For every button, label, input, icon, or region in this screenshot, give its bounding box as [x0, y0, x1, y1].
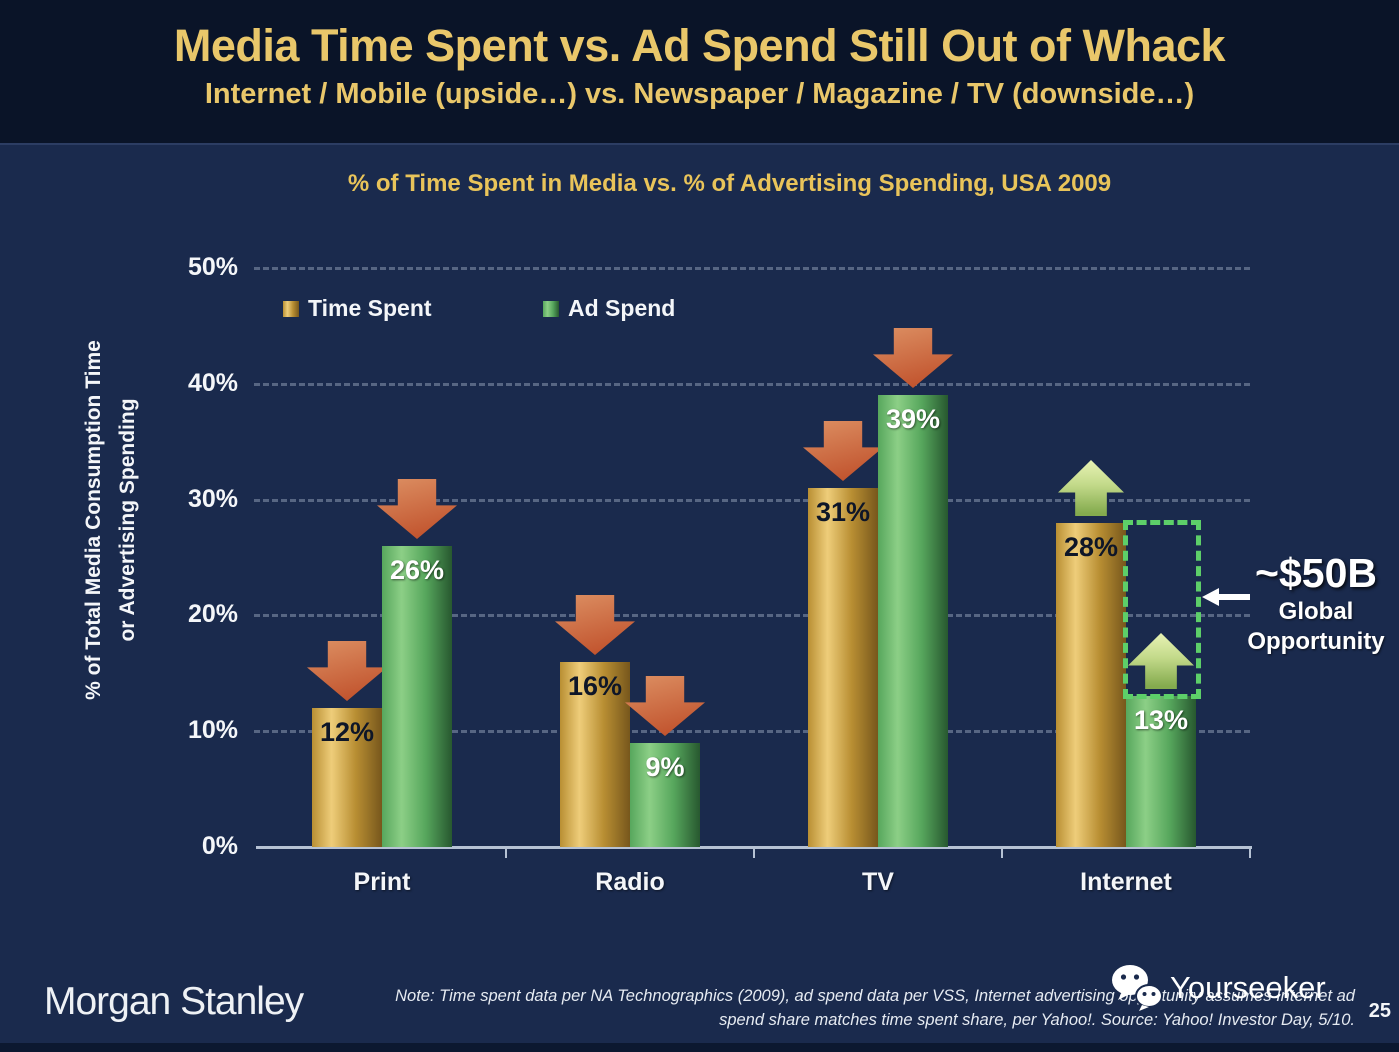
opportunity-caption-line1: Global — [1278, 598, 1354, 625]
x-axis-tick — [1249, 849, 1251, 858]
bar-value-label: 12% — [319, 717, 375, 747]
wechat-icon — [1112, 965, 1163, 1011]
opportunity-annotation: ~$50B Global Opportunity — [1243, 550, 1389, 657]
x-category-label-tv: TV — [862, 868, 894, 896]
y-tick-label-30%: 30% — [187, 484, 238, 513]
bar-value-label: 9% — [645, 752, 685, 782]
down-arrow-icon — [625, 676, 705, 736]
y-tick-label-40%: 40% — [187, 368, 238, 397]
y-axis-title-line2: or Advertising Spending — [116, 398, 139, 642]
gridline-20% — [254, 614, 1250, 618]
yourseeker-brand: Yourseeker — [1108, 962, 1326, 1014]
left-arrow-icon — [1202, 588, 1250, 606]
source-note: Note: Time spent data per NA Technograph… — [300, 984, 1355, 1032]
x-axis-tick — [1001, 849, 1003, 858]
down-arrow-icon — [873, 328, 953, 388]
x-axis-line — [256, 846, 1252, 849]
opportunity-value: ~$50B — [1255, 550, 1377, 596]
legend-item-ad-spend: Ad Spend — [543, 295, 675, 322]
morgan-stanley-logo: Morgan Stanley — [44, 980, 304, 1023]
time-spent-swatch-icon — [283, 300, 299, 317]
x-category-label-print: Print — [353, 868, 411, 896]
bar-value-label: 26% — [389, 555, 445, 585]
legend-label-time-spent: Time Spent — [308, 295, 432, 321]
legend-item-time-spent: Time Spent — [283, 295, 432, 322]
x-category-label-internet: Internet — [1080, 868, 1172, 896]
bar-value-label: 39% — [885, 404, 941, 434]
bar-internet-ad-spend: 13% — [1126, 696, 1196, 847]
x-axis-tick — [753, 849, 755, 858]
down-arrow-icon — [555, 595, 635, 655]
slide-subtitle: Internet / Mobile (upside…) vs. Newspape… — [204, 78, 1195, 110]
x-category-label-radio: Radio — [595, 868, 665, 896]
y-tick-label-10%: 10% — [187, 716, 238, 745]
gridline-40% — [254, 382, 1250, 386]
bar-tv-time-spent: 31% — [808, 488, 878, 847]
y-tick-label-0%: 0% — [201, 832, 238, 860]
bar-value-label: 13% — [1133, 705, 1189, 735]
opportunity-box — [1123, 519, 1201, 700]
ad-spend-swatch-icon — [543, 300, 559, 317]
bar-internet-time-spent: 28% — [1056, 523, 1126, 847]
bottom-edge — [0, 1043, 1399, 1052]
bar-radio-ad-spend: 9% — [630, 743, 700, 847]
opportunity-caption-line2: Opportunity — [1247, 628, 1385, 655]
source-note-line1: Note: Time spent data per NA Technograph… — [395, 987, 1355, 1005]
y-axis-title-line1: % of Total Media Consumption Time — [82, 340, 105, 700]
source-note-line2: spend share matches time spent share, pe… — [719, 1011, 1355, 1029]
header: Media Time Spent vs. Ad Spend Still Out … — [0, 0, 1399, 145]
gridline-10% — [254, 730, 1250, 734]
page-number: 25 — [1368, 1000, 1391, 1022]
x-axis-tick — [505, 849, 507, 858]
slide-title: Media Time Spent vs. Ad Spend Still Out … — [173, 20, 1226, 71]
down-arrow-icon — [307, 641, 387, 701]
chart-title: % of Time Spent in Media vs. % of Advert… — [347, 170, 1112, 197]
bar-print-time-spent: 12% — [312, 708, 382, 847]
yourseeker-text: Yourseeker — [1170, 970, 1326, 1005]
bar-print-ad-spend: 26% — [382, 546, 452, 847]
down-arrow-icon — [377, 479, 457, 539]
y-tick-label-20%: 20% — [187, 600, 238, 629]
up-arrow-icon — [1058, 460, 1124, 516]
bar-value-label: 16% — [567, 671, 623, 701]
y-tick-label-50%: 50% — [187, 253, 238, 281]
bar-tv-ad-spend: 39% — [878, 395, 948, 847]
bar-value-label: 28% — [1063, 532, 1119, 562]
gridline-30% — [254, 498, 1250, 502]
gridline-50% — [254, 267, 1250, 270]
y-axis-title: % of Total Media Consumption Time or Adv… — [77, 250, 147, 790]
bar-value-label: 31% — [815, 497, 871, 527]
legend-label-ad-spend: Ad Spend — [568, 295, 676, 321]
down-arrow-icon — [803, 421, 883, 481]
bar-radio-time-spent: 16% — [560, 662, 630, 847]
